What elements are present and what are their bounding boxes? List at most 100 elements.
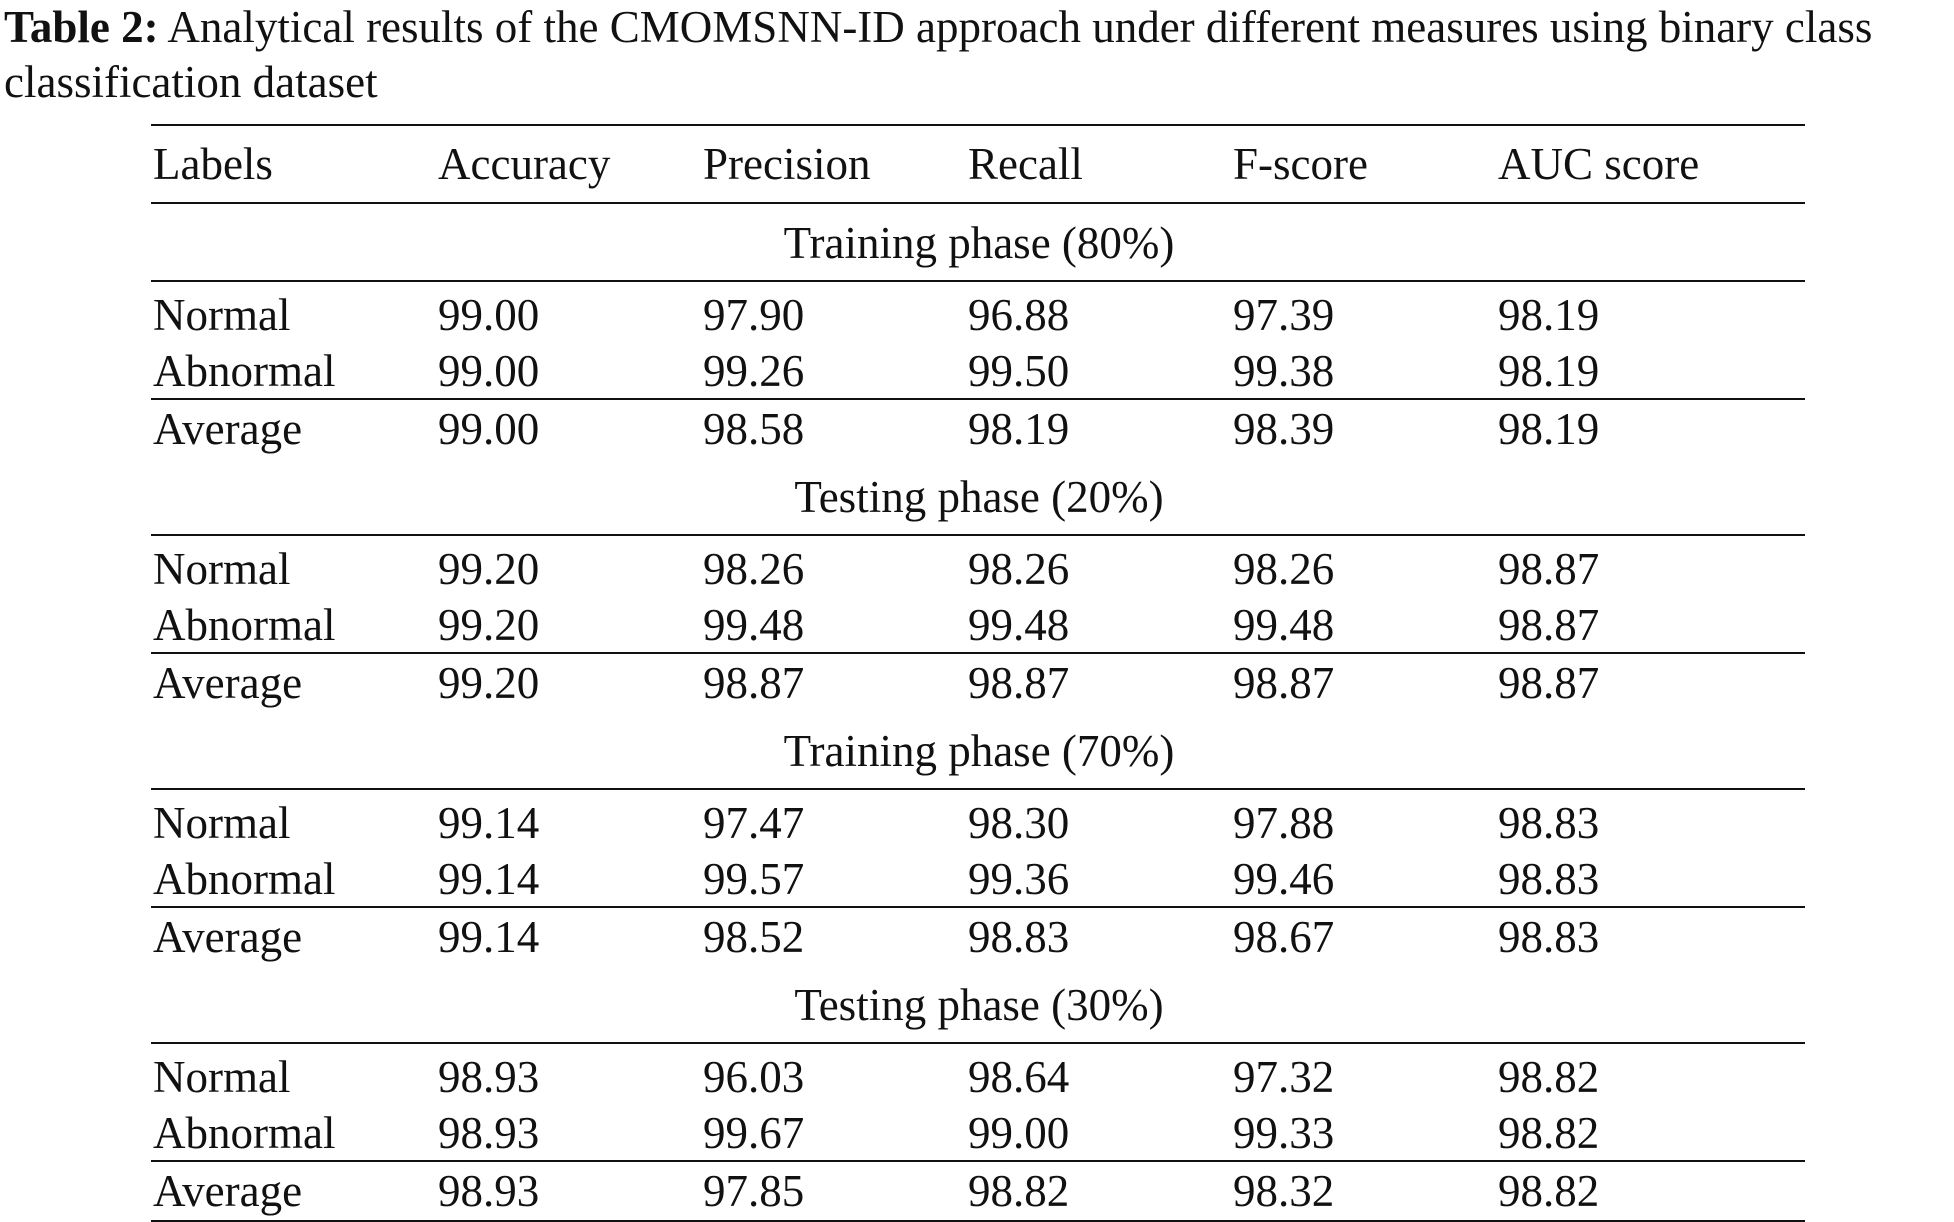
cell-f-score: 99.38 [1233, 346, 1335, 396]
cell-accuracy: 99.14 [438, 798, 540, 848]
average-row: Average 99.14 98.52 98.83 98.67 98.83 [151, 906, 1805, 966]
cell-auc-score: 98.19 [1498, 290, 1600, 340]
cell-auc-score: 98.82 [1498, 1052, 1600, 1102]
table-row: Abnormal 98.93 99.67 99.00 99.33 98.82 [151, 1106, 1805, 1161]
cell-recall: 98.26 [968, 544, 1070, 594]
cell-accuracy: 99.20 [438, 600, 540, 650]
cell-recall: 99.48 [968, 600, 1070, 650]
average-row: Average 99.00 98.58 98.19 98.39 98.19 [151, 398, 1805, 458]
avg-cell-accuracy: 99.20 [436, 652, 701, 712]
cell-accuracy: 98.93 [438, 1052, 540, 1102]
cell-label: Normal [153, 544, 291, 594]
avg-cell-precision: 98.87 [701, 652, 966, 712]
section-title-row: Training phase (70%) [151, 712, 1805, 790]
cell-precision: 97.90 [703, 290, 805, 340]
average-row: Average 99.20 98.87 98.87 98.87 98.87 [151, 652, 1805, 712]
cell-precision: 97.47 [703, 798, 805, 848]
section-title-row: Testing phase (30%) [151, 966, 1805, 1044]
cell-label: Normal [153, 798, 291, 848]
table-row: Abnormal 99.00 99.26 99.50 99.38 98.19 [151, 344, 1805, 399]
cell-f-score: 99.48 [1233, 600, 1335, 650]
table-row: Normal 99.20 98.26 98.26 98.26 98.87 [151, 535, 1805, 598]
avg-cell-f-score: 98.67 [1231, 906, 1496, 966]
cell-precision: 99.48 [703, 600, 805, 650]
avg-cell-recall: 98.87 [966, 652, 1231, 712]
cell-recall: 96.88 [968, 290, 1070, 340]
caption-text: Analytical results of the CMOMSNN-ID app… [4, 2, 1873, 107]
cell-accuracy: 98.93 [438, 1108, 540, 1158]
avg-cell-auc-score: 98.82 [1496, 1160, 1805, 1222]
header-auc-score: AUC score [1498, 139, 1700, 189]
cell-f-score: 97.39 [1233, 290, 1335, 340]
header-precision: Precision [703, 139, 871, 189]
table-body: Training phase (80%) Normal 99.00 97.90 96.8… [151, 203, 1805, 1222]
avg-cell-auc-score: 98.87 [1496, 652, 1805, 712]
table-row: Abnormal 99.14 99.57 99.36 99.46 98.83 [151, 852, 1805, 907]
cell-auc-score: 98.83 [1498, 854, 1600, 904]
avg-cell-recall: 98.19 [966, 398, 1231, 458]
cell-accuracy: 99.14 [438, 854, 540, 904]
cell-label: Abnormal [153, 854, 336, 904]
table-row: Normal 99.00 97.90 96.88 97.39 98.19 [151, 281, 1805, 344]
avg-cell-label: Average [151, 906, 436, 966]
header-recall: Recall [968, 139, 1083, 189]
cell-recall: 99.36 [968, 854, 1070, 904]
cell-recall: 98.30 [968, 798, 1070, 848]
cell-precision: 98.26 [703, 544, 805, 594]
results-table-container: Labels Accuracy Precision Recall F-score… [151, 124, 1805, 1222]
avg-cell-f-score: 98.87 [1231, 652, 1496, 712]
cell-accuracy: 99.00 [438, 290, 540, 340]
cell-recall: 99.00 [968, 1108, 1070, 1158]
avg-cell-precision: 98.52 [701, 906, 966, 966]
header-row: Labels Accuracy Precision Recall F-score… [151, 125, 1805, 203]
avg-cell-label: Average [151, 398, 436, 458]
cell-precision: 99.57 [703, 854, 805, 904]
cell-label: Abnormal [153, 1108, 336, 1158]
table-row: Abnormal 99.20 99.48 99.48 99.48 98.87 [151, 598, 1805, 653]
section-title-row: Training phase (80%) [151, 203, 1805, 282]
avg-cell-precision: 97.85 [701, 1160, 966, 1222]
section-title: Testing phase (30%) [151, 966, 1805, 1044]
section-title: Testing phase (20%) [151, 458, 1805, 536]
cell-label: Abnormal [153, 600, 336, 650]
cell-label: Normal [153, 1052, 291, 1102]
cell-auc-score: 98.82 [1498, 1108, 1600, 1158]
results-table: Labels Accuracy Precision Recall F-score… [151, 124, 1805, 1222]
cell-recall: 98.64 [968, 1052, 1070, 1102]
cell-precision: 99.67 [703, 1108, 805, 1158]
cell-label: Normal [153, 290, 291, 340]
avg-cell-f-score: 98.39 [1231, 398, 1496, 458]
cell-f-score: 98.26 [1233, 544, 1335, 594]
cell-auc-score: 98.87 [1498, 600, 1600, 650]
avg-cell-recall: 98.83 [966, 906, 1231, 966]
avg-cell-label: Average [151, 652, 436, 712]
header-accuracy: Accuracy [438, 139, 611, 189]
cell-auc-score: 98.87 [1498, 544, 1600, 594]
avg-cell-auc-score: 98.19 [1496, 398, 1805, 458]
header-f-score: F-score [1233, 139, 1368, 189]
avg-cell-f-score: 98.32 [1231, 1160, 1496, 1222]
table-caption: Table 2: Analytical results of the CMOMS… [4, 0, 1950, 110]
cell-precision: 99.26 [703, 346, 805, 396]
avg-cell-recall: 98.82 [966, 1160, 1231, 1222]
cell-label: Abnormal [153, 346, 336, 396]
section-title-row: Testing phase (20%) [151, 458, 1805, 536]
avg-cell-accuracy: 99.00 [436, 398, 701, 458]
cell-precision: 96.03 [703, 1052, 805, 1102]
cell-accuracy: 99.20 [438, 544, 540, 594]
cell-auc-score: 98.19 [1498, 346, 1600, 396]
cell-f-score: 97.88 [1233, 798, 1335, 848]
cell-f-score: 99.33 [1233, 1108, 1335, 1158]
avg-cell-auc-score: 98.83 [1496, 906, 1805, 966]
cell-accuracy: 99.00 [438, 346, 540, 396]
caption-label: Table 2: [4, 2, 159, 52]
avg-cell-accuracy: 98.93 [436, 1160, 701, 1222]
table-row: Normal 99.14 97.47 98.30 97.88 98.83 [151, 789, 1805, 852]
avg-cell-precision: 98.58 [701, 398, 966, 458]
section-title: Training phase (70%) [151, 712, 1805, 790]
cell-recall: 99.50 [968, 346, 1070, 396]
header-labels: Labels [153, 139, 273, 189]
avg-cell-accuracy: 99.14 [436, 906, 701, 966]
avg-cell-label: Average [151, 1160, 436, 1222]
cell-f-score: 99.46 [1233, 854, 1335, 904]
